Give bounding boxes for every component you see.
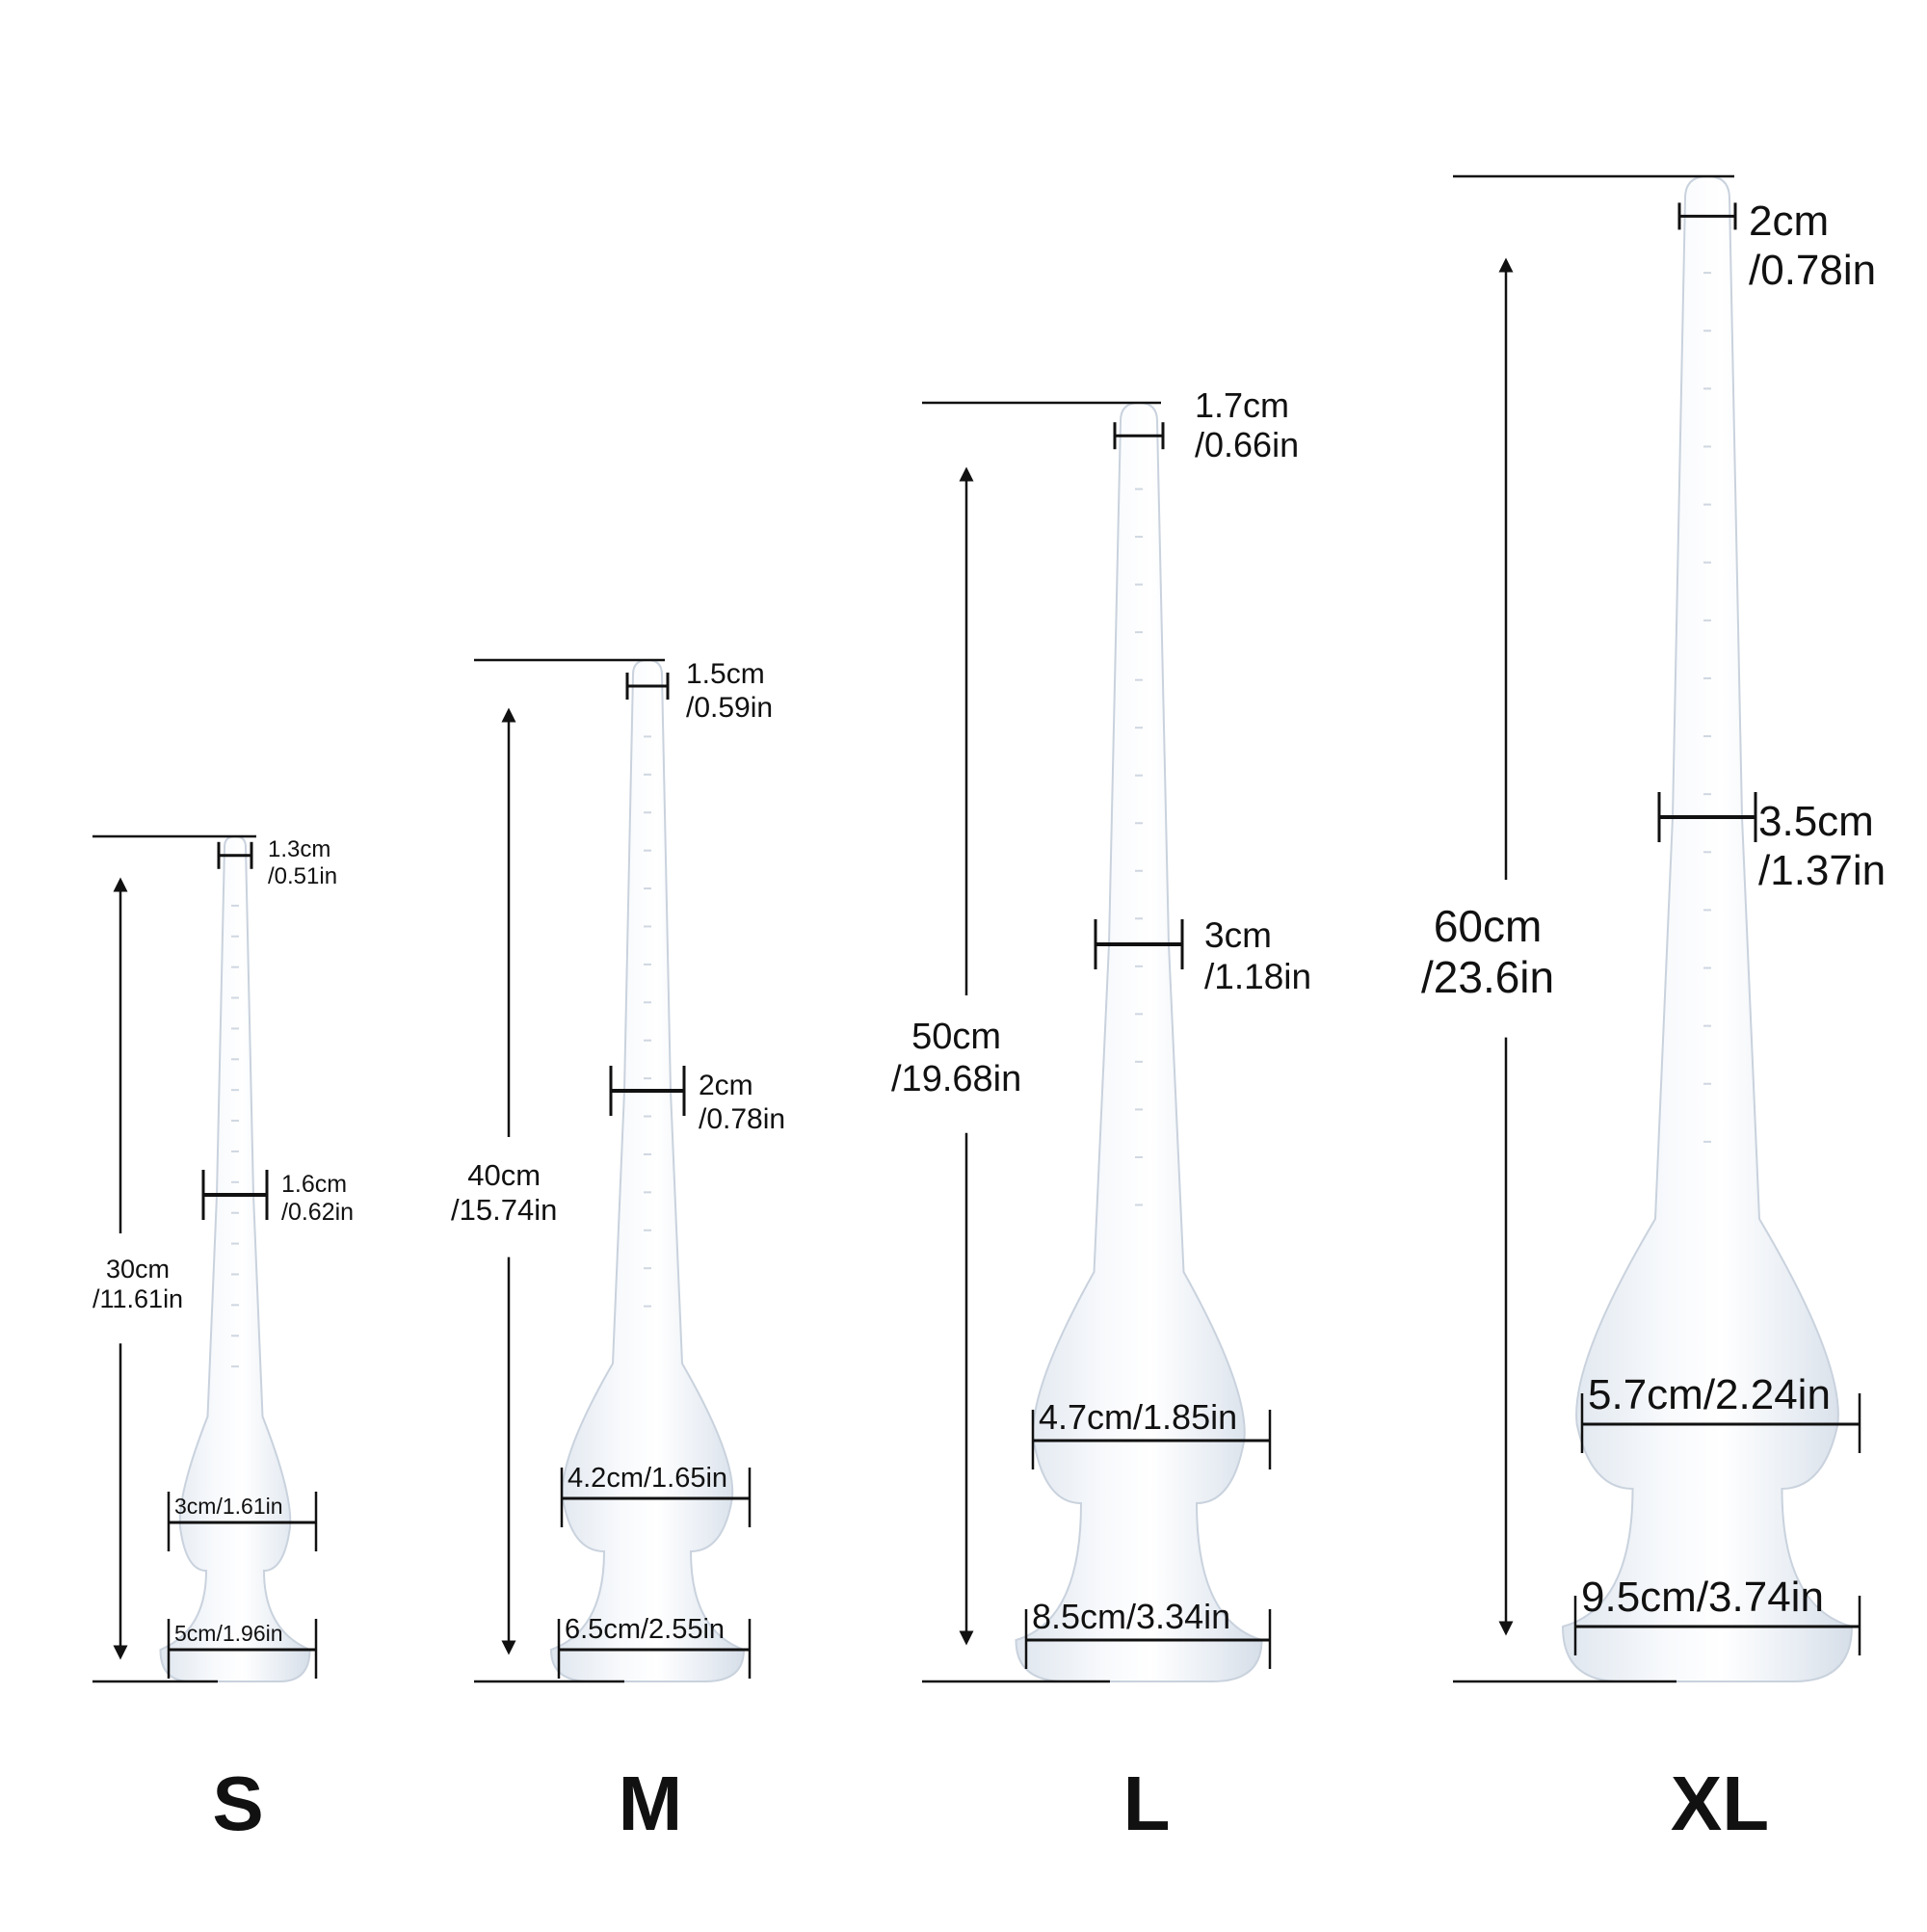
size-xl-tip-label-line-1: 2cm [1749, 198, 1830, 245]
size-m-tip-label-line-1: 1.5cm [686, 658, 765, 690]
size-xl-mid-label-line-1: 3.5cm [1758, 798, 1874, 845]
size-xl-tip-label-line-2: /0.78in [1749, 246, 1877, 294]
size-xl-length-label-line-2: /23.6in [1421, 951, 1555, 1002]
size-l-mid-label-line-1: 3cm [1204, 915, 1272, 955]
size-l-base-label: 8.5cm/3.34in [1032, 1597, 1230, 1636]
size-xl-length-label: 60cm/23.6in [1421, 901, 1554, 1003]
size-s-tip-label-line-1: 1.3cm [268, 836, 331, 862]
size-s-length-label-line-2: /11.61in [92, 1284, 184, 1314]
size-l-tip-label-line-2: /0.66in [1195, 425, 1300, 465]
size-xl-tip-label: 2cm/0.78in [1749, 198, 1876, 295]
size-m-mid-label-line-1: 2cm [699, 1070, 753, 1101]
size-s-length-label: 30cm/11.61in [92, 1255, 183, 1314]
size-l-length-label: 50cm/19.68in [891, 1017, 1021, 1100]
size-m-tip-label-line-2: /0.59in [686, 691, 774, 724]
size-s-mid-label-line-1: 1.6cm [281, 1171, 348, 1198]
size-xl-bulb-label-line-1: 5.7cm/2.24in [1588, 1371, 1831, 1419]
size-m-mid-label-line-2: /0.78in [699, 1102, 786, 1135]
size-xl-mid-label: 3.5cm/1.37in [1758, 798, 1886, 895]
dimension-lines [92, 174, 1861, 1683]
size-m-mid-label: 2cm/0.78in [699, 1070, 785, 1136]
size-m-length-label: 40cm/15.74in [451, 1158, 557, 1227]
size-l-tip-label: 1.7cm/0.66in [1195, 385, 1299, 465]
size-s-base-label: 5cm/1.96in [174, 1621, 283, 1646]
product-l-silhouette [1015, 401, 1263, 1682]
product-xl-silhouette [1561, 174, 1854, 1682]
size-m-bulb-label: 4.2cm/1.65in [568, 1463, 727, 1495]
size-s-bulb-label: 3cm/1.61in [174, 1494, 283, 1519]
size-l-base-label-line-1: 8.5cm/3.34in [1032, 1596, 1231, 1636]
size-l-length-label-line-1: 50cm [911, 1017, 1002, 1057]
size-s-tip-label: 1.3cm/0.51in [268, 836, 337, 889]
size-m-tip-label: 1.5cm/0.59in [686, 658, 773, 725]
size-xl-mid-label-line-2: /1.37in [1758, 846, 1887, 894]
size-l-length-label-line-2: /19.68in [891, 1058, 1022, 1099]
size-m-title: M [618, 1760, 683, 1846]
size-m-length-label-line-1: 40cm [467, 1158, 541, 1192]
size-m-length-label-line-2: /15.74in [451, 1192, 558, 1227]
size-xl-base-label-line-1: 9.5cm/3.74in [1581, 1574, 1824, 1622]
size-l-title: L [1122, 1760, 1171, 1846]
size-l-mid-label: 3cm/1.18in [1204, 915, 1311, 997]
size-s-bulb-label-line-1: 3cm/1.61in [174, 1493, 283, 1519]
size-l-tip-label-line-1: 1.7cm [1195, 385, 1290, 425]
size-s-title: S [212, 1760, 264, 1846]
size-l-mid-label-line-2: /1.18in [1204, 956, 1312, 996]
product-m-silhouette [549, 658, 746, 1682]
size-s-mid-label: 1.6cm/0.62in [281, 1171, 354, 1227]
size-xl-length-label-line-1: 60cm [1433, 901, 1543, 951]
size-m-bulb-label-line-1: 4.2cm/1.65in [568, 1462, 728, 1494]
size-l-bulb-label: 4.7cm/1.85in [1039, 1397, 1237, 1437]
size-s-mid-label-line-2: /0.62in [281, 1198, 355, 1226]
size-s-tip-label-line-2: /0.51in [268, 862, 338, 889]
size-xl-bulb-label: 5.7cm/2.24in [1588, 1371, 1831, 1420]
size-s-length-label-line-1: 30cm [106, 1255, 171, 1284]
size-m-base-label-line-1: 6.5cm/2.55in [565, 1613, 726, 1645]
size-s-base-label-line-1: 5cm/1.96in [174, 1620, 283, 1646]
size-xl-base-label: 9.5cm/3.74in [1581, 1574, 1824, 1623]
size-l-bulb-label-line-1: 4.7cm/1.85in [1039, 1396, 1238, 1437]
size-xl-title: XL [1670, 1760, 1770, 1846]
size-m-base-label: 6.5cm/2.55in [565, 1614, 725, 1646]
product-silhouettes [159, 174, 1854, 1682]
